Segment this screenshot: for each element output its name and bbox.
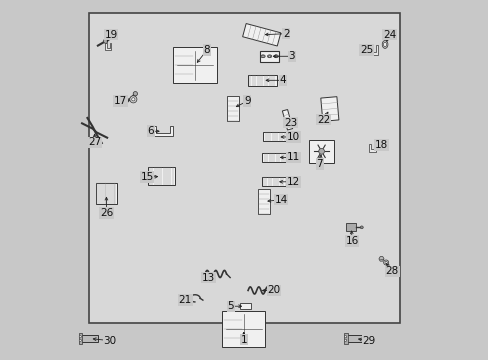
- Ellipse shape: [260, 55, 264, 58]
- Polygon shape: [320, 97, 338, 121]
- Circle shape: [79, 336, 81, 338]
- Bar: [239, 303, 250, 309]
- Text: 1: 1: [240, 334, 246, 345]
- Ellipse shape: [273, 55, 278, 58]
- Text: 28: 28: [385, 266, 398, 276]
- Text: 26: 26: [100, 208, 113, 218]
- Text: 27: 27: [88, 138, 101, 147]
- Circle shape: [79, 339, 81, 341]
- Circle shape: [103, 39, 107, 43]
- Polygon shape: [369, 45, 378, 55]
- Text: 22: 22: [316, 115, 329, 125]
- Ellipse shape: [274, 55, 277, 57]
- Bar: [226, 96, 239, 121]
- Polygon shape: [105, 43, 111, 50]
- Bar: [262, 153, 290, 162]
- Polygon shape: [368, 144, 376, 152]
- Bar: [81, 335, 98, 342]
- Bar: [259, 51, 279, 62]
- Text: 14: 14: [274, 195, 287, 205]
- Text: 23: 23: [283, 118, 296, 128]
- Text: 2: 2: [282, 29, 289, 39]
- Circle shape: [129, 96, 137, 103]
- Text: 15: 15: [140, 172, 153, 182]
- Text: 9: 9: [244, 96, 250, 106]
- Bar: [88, 13, 400, 323]
- Text: 4: 4: [279, 75, 286, 85]
- Polygon shape: [153, 126, 172, 136]
- Text: 17: 17: [114, 96, 127, 106]
- Ellipse shape: [268, 55, 270, 57]
- Polygon shape: [378, 257, 383, 261]
- Text: 10: 10: [286, 132, 300, 142]
- Text: 5: 5: [227, 301, 234, 311]
- Bar: [173, 47, 216, 83]
- Circle shape: [131, 98, 135, 101]
- Bar: [263, 132, 291, 141]
- Circle shape: [344, 339, 346, 341]
- Text: 6: 6: [147, 126, 154, 136]
- Text: 8: 8: [203, 45, 210, 55]
- Text: 19: 19: [104, 30, 118, 40]
- Circle shape: [384, 261, 386, 264]
- Ellipse shape: [267, 55, 271, 58]
- Ellipse shape: [383, 42, 386, 46]
- Text: 18: 18: [374, 140, 387, 150]
- Bar: [308, 140, 333, 163]
- Polygon shape: [242, 23, 280, 46]
- Circle shape: [360, 226, 363, 229]
- Circle shape: [318, 148, 324, 154]
- Text: 3: 3: [288, 51, 295, 61]
- Bar: [247, 75, 276, 86]
- Bar: [147, 167, 174, 185]
- Circle shape: [383, 260, 388, 265]
- Bar: [344, 333, 347, 343]
- Text: 16: 16: [345, 236, 358, 246]
- Text: 30: 30: [103, 336, 116, 346]
- Text: 21: 21: [178, 295, 192, 305]
- Text: 20: 20: [267, 285, 280, 296]
- Bar: [346, 335, 363, 342]
- Text: 13: 13: [202, 273, 215, 283]
- Bar: [346, 224, 356, 231]
- Circle shape: [344, 336, 346, 338]
- Bar: [261, 177, 290, 186]
- Polygon shape: [282, 109, 292, 130]
- Text: 24: 24: [382, 30, 396, 40]
- Text: 12: 12: [286, 177, 300, 187]
- Bar: [79, 333, 82, 343]
- Text: 25: 25: [359, 45, 372, 55]
- Text: 11: 11: [286, 152, 300, 162]
- Text: 7: 7: [316, 159, 323, 169]
- Ellipse shape: [261, 55, 264, 57]
- Bar: [222, 311, 265, 347]
- Bar: [96, 183, 117, 204]
- Text: 29: 29: [362, 336, 375, 346]
- Circle shape: [133, 91, 137, 96]
- Bar: [258, 189, 270, 214]
- Ellipse shape: [382, 41, 387, 48]
